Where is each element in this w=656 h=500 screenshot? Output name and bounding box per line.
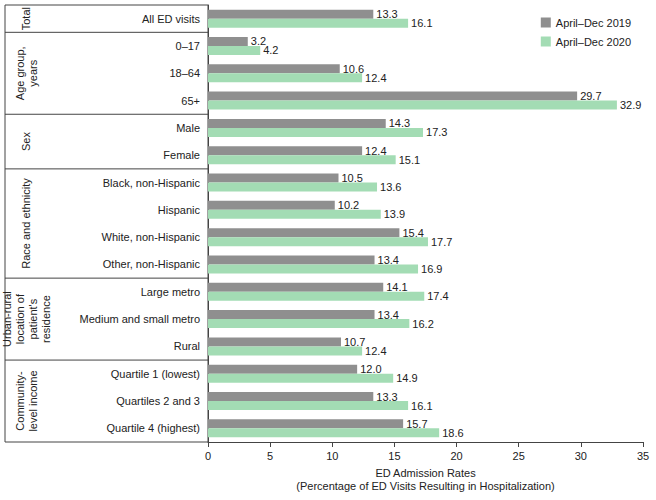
svg-text:17.7: 17.7 <box>431 236 452 248</box>
svg-text:16.2: 16.2 <box>412 318 433 330</box>
svg-text:15.7: 15.7 <box>406 418 427 430</box>
svg-text:16.1: 16.1 <box>411 17 432 29</box>
svg-text:13.9: 13.9 <box>384 208 405 220</box>
svg-text:17.3: 17.3 <box>426 126 447 138</box>
svg-text:Quartile 4 (highest): Quartile 4 (highest) <box>106 422 200 434</box>
svg-text:4.2: 4.2 <box>263 44 278 56</box>
svg-text:Quartiles 2 and 3: Quartiles 2 and 3 <box>116 395 200 407</box>
svg-text:30: 30 <box>575 450 587 462</box>
svg-text:13.4: 13.4 <box>378 254 399 266</box>
svg-text:residence: residence <box>40 295 52 343</box>
svg-text:Race and ethnicity: Race and ethnicity <box>20 178 32 269</box>
svg-text:35: 35 <box>637 450 649 462</box>
svg-text:White, non-Hispanic: White, non-Hispanic <box>102 231 201 243</box>
svg-text:0–17: 0–17 <box>176 40 200 52</box>
svg-text:patient's: patient's <box>27 298 39 339</box>
svg-text:18.6: 18.6 <box>442 427 463 439</box>
svg-text:10.5: 10.5 <box>342 172 363 184</box>
svg-text:3.2: 3.2 <box>250 35 267 48</box>
svg-text:5: 5 <box>267 450 273 462</box>
svg-text:Male: Male <box>176 122 200 134</box>
svg-text:Urban-rural: Urban-rural <box>1 291 13 347</box>
svg-text:Quartile 1 (lowest): Quartile 1 (lowest) <box>111 368 200 380</box>
svg-text:0: 0 <box>205 450 211 462</box>
svg-text:13.3: 13.3 <box>376 8 397 20</box>
svg-text:Community-: Community- <box>14 371 26 431</box>
svg-text:29.7: 29.7 <box>580 90 601 102</box>
svg-text:Rural: Rural <box>174 340 200 352</box>
svg-text:level income: level income <box>27 370 39 431</box>
svg-text:13.3: 13.3 <box>376 391 397 403</box>
svg-text:16.9: 16.9 <box>421 263 442 275</box>
svg-text:years: years <box>27 59 39 86</box>
svg-text:16.1: 16.1 <box>411 400 432 412</box>
svg-text:Sex: Sex <box>20 132 32 151</box>
svg-text:14.1: 14.1 <box>386 281 407 293</box>
svg-text:Medium and small metro: Medium and small metro <box>80 313 200 325</box>
svg-text:12.4: 12.4 <box>365 145 386 157</box>
svg-text:10.7: 10.7 <box>344 336 365 348</box>
svg-text:All ED visits: All ED visits <box>142 13 201 25</box>
svg-text:10.6: 10.6 <box>343 63 364 75</box>
svg-text:12.0: 12.0 <box>360 363 381 375</box>
svg-text:15.1: 15.1 <box>399 154 420 166</box>
svg-text:13.6: 13.6 <box>380 181 401 193</box>
svg-text:14.3: 14.3 <box>389 117 410 129</box>
svg-text:25: 25 <box>513 450 525 462</box>
svg-text:12.4: 12.4 <box>365 72 386 84</box>
svg-text:Total: Total <box>20 7 32 30</box>
svg-text:14.9: 14.9 <box>396 372 417 384</box>
svg-text:15: 15 <box>388 450 400 462</box>
svg-text:17.4: 17.4 <box>427 290 448 302</box>
svg-text:65+: 65+ <box>181 95 200 107</box>
svg-text:32.9: 32.9 <box>620 99 641 111</box>
svg-text:Black, non-Hispanic: Black, non-Hispanic <box>103 177 201 189</box>
svg-text:10: 10 <box>326 450 338 462</box>
svg-text:15.4: 15.4 <box>402 227 423 239</box>
svg-text:Other, non-Hispanic: Other, non-Hispanic <box>103 258 201 270</box>
svg-text:Large metro: Large metro <box>141 286 200 298</box>
svg-text:10.2: 10.2 <box>338 199 359 211</box>
svg-text:April–Dec 2019: April–Dec 2019 <box>556 17 631 29</box>
svg-text:20: 20 <box>450 450 462 462</box>
svg-text:Hispanic: Hispanic <box>158 204 201 216</box>
svg-text:18–64: 18–64 <box>169 67 200 79</box>
svg-text:location of: location of <box>14 293 26 344</box>
svg-text:12.4: 12.4 <box>365 345 386 357</box>
svg-text:April–Dec 2020: April–Dec 2020 <box>556 36 631 48</box>
svg-text:Female: Female <box>163 149 200 161</box>
svg-text:ED Admission Rates: ED Admission Rates <box>375 467 476 479</box>
svg-text:13.4: 13.4 <box>378 309 399 321</box>
svg-text:(Percentage of ED Visits Resul: (Percentage of ED Visits Resulting in Ho… <box>296 480 554 492</box>
svg-text:Age group,: Age group, <box>14 46 26 100</box>
